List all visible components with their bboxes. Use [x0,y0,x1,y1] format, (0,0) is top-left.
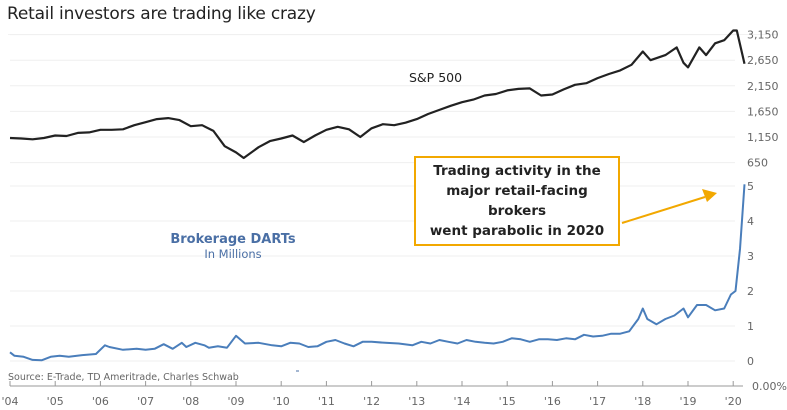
gridlines [10,34,735,362]
x-tick-label: '15 [499,395,516,408]
x-tick-label: '09 [227,395,244,408]
x-tick-label: '04 [1,395,18,408]
annotation-box: Trading activity in the major retail-fac… [414,156,620,246]
annotation-line: major retail-facing brokers [446,183,588,219]
sp500-series-label: S&P 500 [409,70,463,85]
chart-title: Retail investors are trading like crazy [7,4,316,24]
darts-line [9,184,746,362]
darts-series-label: Brokerage DARTs In Millions [168,232,298,261]
annotation-line: went parabolic in 2020 [429,223,605,239]
sp500-y-tick-label: 2,150 [747,80,779,93]
darts-subtitle: In Millions [204,247,262,261]
x-tick-label: '10 [273,395,290,408]
sp500-y-tick-label: 1,650 [747,105,779,118]
x-axis: 0.00% '04 '05 '06 '07 '08 '09 '10 '11 '12 '13 '14 '1… [1,380,786,408]
x-tick-label: '06 [92,395,109,408]
annotation-line: Trading activity in the [433,163,601,179]
x-tick-label: '07 [137,395,154,408]
darts-y-tick-label: 3 [747,250,754,263]
sp500-y-axis: 3,150 2,650 2,150 1,650 1,150 650 [747,29,779,170]
annotation-arrow [621,189,717,224]
sp500-y-tick-label: 3,150 [747,29,779,42]
x-tick-label: '05 [47,395,64,408]
sp500-y-tick-label: 2,650 [747,54,779,67]
darts-y-tick-label: 1 [747,320,754,333]
series-group [9,29,746,372]
x-tick-label: '16 [544,395,561,408]
x-tick-label: '12 [363,395,380,408]
source-note: Source: E-Trade, TD Ameritrade, Charles … [8,372,239,383]
darts-y-axis: 5 4 3 2 1 0 [747,180,754,368]
sp500-line [9,29,746,160]
x-tick-label: '17 [589,395,606,408]
x-tick-label: '08 [182,395,199,408]
darts-y-tick-label: 0 [747,355,754,368]
sp500-y-tick-label: 1,150 [747,131,779,144]
x-tick-label: '19 [679,395,696,408]
arrow-shaft [621,196,706,224]
darts-y-tick-label: 5 [747,180,754,193]
x-tick-label: '14 [453,395,470,408]
x-tick-label: '13 [408,395,425,408]
sp500-y-tick-label: 650 [747,157,768,170]
darts-title: Brokerage DARTs [170,232,296,247]
darts-y-tick-label: 2 [747,285,754,298]
darts-y-tick-label: 4 [747,215,754,228]
x-tick-label: '11 [318,395,335,408]
arrow-head-icon [702,189,717,202]
x-tick-label: '20 [725,395,742,408]
x-tick-label: '18 [634,395,651,408]
axis-percent-label: 0.00% [752,380,787,393]
